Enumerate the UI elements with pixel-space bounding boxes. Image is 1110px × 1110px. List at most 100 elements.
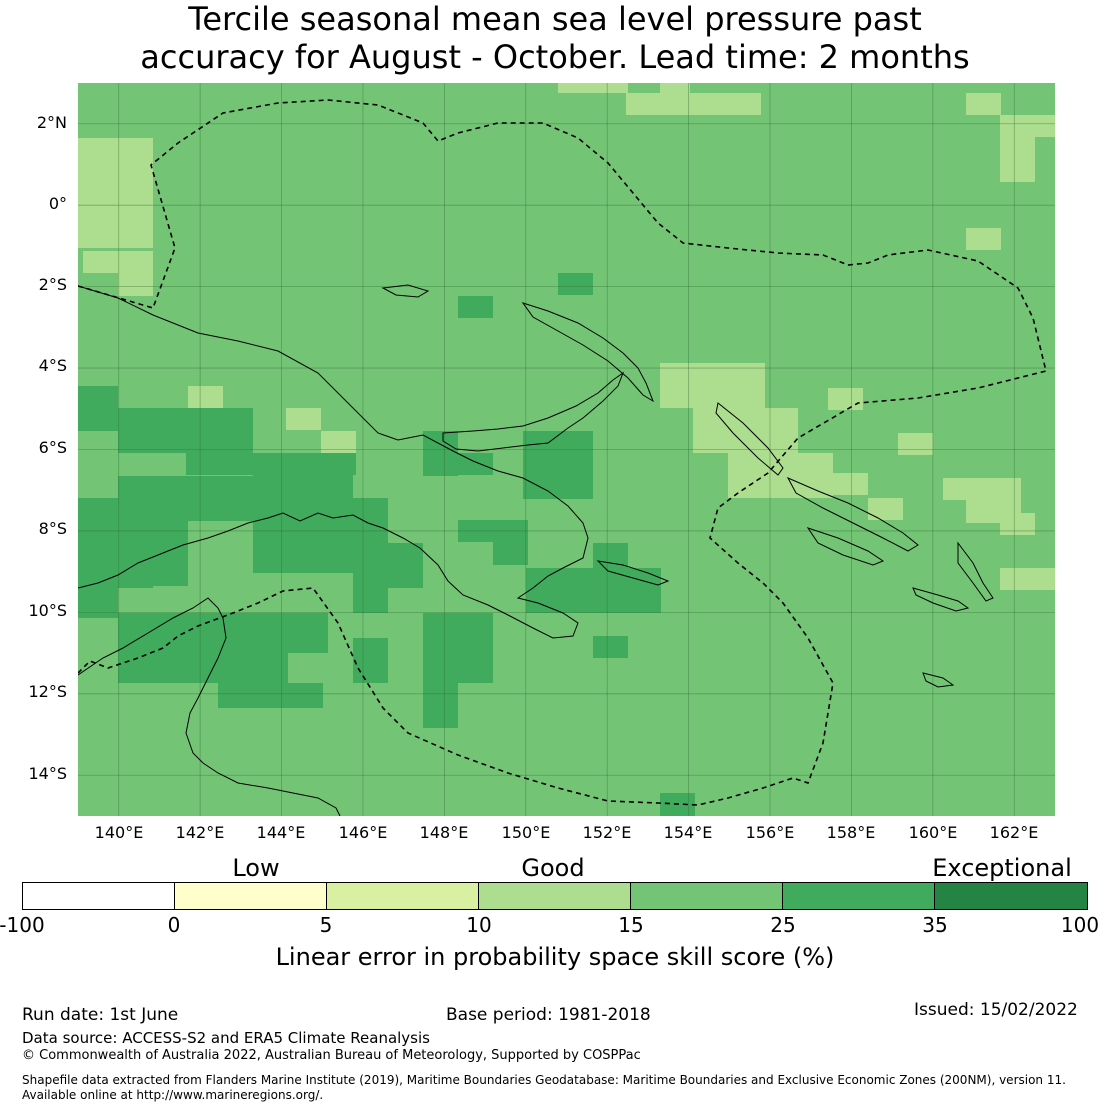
malaita-coastline [957, 541, 994, 602]
lat-label: 0° [48, 194, 67, 213]
colorbar-segment [175, 883, 327, 909]
issued-date: Issued: 15/02/2022 [914, 1000, 1078, 1020]
skill-cell [558, 83, 628, 93]
colorbar-tick-label: 10 [466, 913, 492, 937]
skill-cell [118, 408, 253, 453]
lat-label: 6°S [38, 438, 67, 457]
skill-cell [118, 653, 288, 683]
skill-cell [353, 498, 388, 613]
skill-cell [898, 433, 933, 455]
skill-cells [78, 83, 1055, 816]
skill-cell [1000, 137, 1035, 182]
skill-cell [966, 228, 1001, 250]
title-line-1: Tercile seasonal mean sea level pressure… [188, 0, 922, 38]
skill-cell [558, 273, 593, 295]
colorbar-tick-label: 5 [319, 913, 333, 937]
lat-label: 4°S [38, 356, 67, 375]
skill-cell [353, 638, 388, 683]
lat-label: 8°S [38, 519, 67, 538]
skill-cell [118, 498, 153, 588]
colorbar-segment [783, 883, 935, 909]
guadalcanal-coastline [806, 527, 885, 566]
solomons-coastline [786, 476, 919, 552]
skill-cell [1000, 115, 1055, 137]
skill-cell [423, 613, 493, 683]
lon-label: 144°E [256, 823, 306, 842]
lon-label: 156°E [745, 823, 795, 842]
skill-cell [1000, 513, 1035, 535]
skill-cell [458, 520, 493, 542]
new-ireland-coastline [521, 302, 654, 403]
colorbar-tick-label: 15 [618, 913, 644, 937]
lon-label: 160°E [908, 823, 958, 842]
colorbar-segment [935, 883, 1087, 909]
makira-coastline [912, 587, 970, 612]
category-label-low: Low [232, 854, 280, 882]
skill-cell [493, 520, 528, 565]
lon-label: 148°E [419, 823, 469, 842]
bougainville-coastline [715, 402, 784, 476]
graticule [78, 83, 1055, 816]
skill-cell [693, 408, 798, 453]
colorbar-tick-label: 100 [1060, 913, 1100, 937]
chart-title: Tercile seasonal mean sea level pressure… [0, 0, 1110, 76]
lon-label: 146°E [338, 823, 388, 842]
louisiade-coastline [596, 560, 670, 586]
skill-cell [118, 251, 153, 296]
australia-coastline [78, 597, 341, 816]
lat-label: 10°S [28, 601, 67, 620]
skill-cell [798, 453, 833, 475]
skill-cell [78, 138, 153, 248]
skill-cell [153, 476, 188, 586]
skill-cell [523, 431, 593, 499]
category-label-exceptional: Exceptional [932, 854, 1072, 882]
colorbar-title: Linear error in probability space skill … [275, 943, 835, 971]
copyright: © Commonwealth of Australia 2022, Austra… [22, 1048, 641, 1063]
lat-label: 2°N [36, 113, 67, 132]
skill-cell [660, 83, 690, 95]
skill-cell [218, 683, 323, 708]
lon-label: 158°E [826, 823, 876, 842]
colorbar-tick-label: 35 [922, 913, 948, 937]
skill-cell [321, 431, 356, 453]
lon-label: 140°E [94, 823, 144, 842]
base-period: Base period: 1981-2018 [446, 1005, 651, 1025]
skill-cell [83, 251, 118, 273]
colorbar-segment [327, 883, 479, 909]
skill-cell [966, 93, 1001, 115]
skill-cell [593, 543, 628, 568]
skill-cell [868, 498, 903, 520]
skill-cell [593, 636, 628, 658]
skill-cell [286, 408, 321, 430]
skill-cell [78, 498, 118, 618]
lon-label: 152°E [582, 823, 632, 842]
shapefile-credit-2: Available online at http://www.marinereg… [22, 1088, 324, 1102]
lon-label: 162°E [989, 823, 1039, 842]
colorbar-segment [631, 883, 783, 909]
skill-cell [78, 386, 118, 431]
title-line-2: accuracy for August - October. Lead time… [140, 38, 970, 76]
lat-label: 2°S [38, 275, 67, 294]
lon-label: 150°E [501, 823, 551, 842]
rennell-coastline [922, 672, 955, 688]
skill-cell [1000, 568, 1055, 590]
skill-cell [660, 363, 765, 408]
png-coastline [78, 285, 589, 639]
skill-cell [253, 453, 353, 573]
skill-cell [458, 296, 493, 318]
map-panel [78, 83, 1055, 816]
colorbar-tick-label: 25 [770, 913, 796, 937]
colorbar-tick-label: -100 [0, 913, 45, 937]
lat-label: 14°S [28, 764, 67, 783]
colorbar [22, 882, 1088, 910]
lat-label: 12°S [28, 682, 67, 701]
skill-map [78, 83, 1055, 816]
colorbar-segment [479, 883, 631, 909]
data-source: Data source: ACCESS-S2 and ERA5 Climate … [22, 1029, 430, 1047]
skill-cell [833, 473, 868, 495]
lon-label: 142°E [175, 823, 225, 842]
category-label-good: Good [521, 854, 585, 882]
skill-cell [458, 453, 493, 475]
eez-boundary [78, 99, 1047, 806]
new-britain-coastline [442, 371, 625, 452]
